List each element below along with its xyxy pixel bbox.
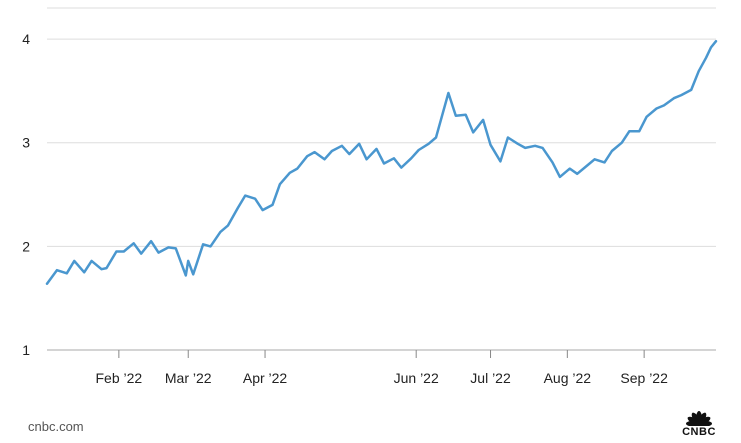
x-tick-label: Apr ’22 [243,370,288,386]
series-layer [45,39,718,285]
y-tick-label: 3 [22,135,30,151]
y-tick-label: 4 [22,31,30,47]
x-tick-label: Feb ’22 [96,370,143,386]
x-tick-label: Jul ’22 [470,370,511,386]
y-tick-label: 2 [22,238,30,254]
cnbc-logo: CNBC [674,398,724,438]
x-tick-label: Sep ’22 [620,370,668,386]
x-axis [47,349,716,358]
series-line [45,39,718,285]
y-tick-label: 1 [22,342,30,358]
source-label: cnbc.com [28,419,84,434]
peacock-icon [686,411,712,429]
x-axis-labels: Feb ’22 Mar ’22 Apr ’22 Jun ’22 Jul ’22 Aug ’… [96,370,669,386]
x-tick-label: Aug ’22 [544,370,592,386]
logo-wordmark: CNBC [682,426,716,438]
x-tick-label: Mar ’22 [165,370,212,386]
x-tick-label: Jun ’22 [394,370,439,386]
grid-lines [47,7,716,247]
y-axis-labels: 1 2 3 4 [22,31,30,358]
